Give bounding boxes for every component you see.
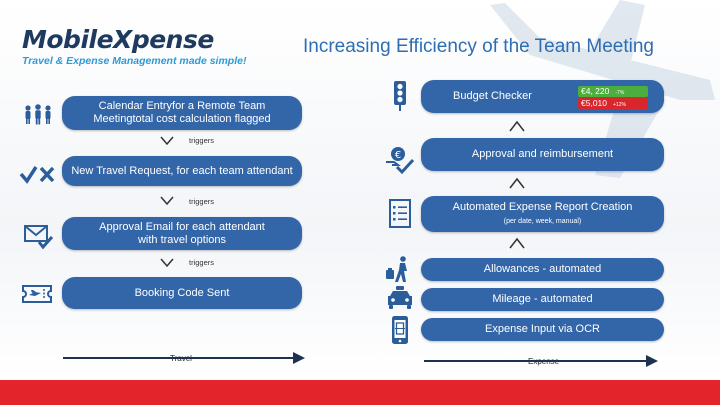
- footer-bar: [0, 380, 720, 405]
- brand-logo: MobileXpense Travel & Expense Management…: [22, 25, 247, 68]
- report-list-icon: [389, 199, 411, 228]
- euro-coin-check-icon: €: [386, 147, 415, 175]
- ticket-icon: [22, 285, 52, 303]
- chevron-down-icon: [160, 258, 174, 268]
- travel-step-new-request: New Travel Request, for each team attend…: [62, 156, 302, 186]
- travel-step-approval-email: Approval Email for each attendant with t…: [62, 217, 302, 250]
- budget-over-percent: +12%: [613, 102, 626, 108]
- triggers-label: triggers: [189, 197, 215, 206]
- expense-step-sublabel: (per date, week, manual): [503, 217, 582, 225]
- travel-step-booking-code: Booking Code Sent: [62, 277, 302, 309]
- svg-text:€: €: [395, 150, 401, 161]
- expense-step-label: Automated Expense Report Creation: [452, 200, 633, 213]
- people-icon: [25, 104, 51, 125]
- expense-step-label: Allowances - automated: [483, 263, 602, 275]
- travel-axis-line: [63, 357, 293, 359]
- expense-step-report-creation: Automated Expense Report Creation (per d…: [421, 196, 664, 232]
- chevron-up-icon: [509, 120, 525, 132]
- travel-step-label: Approval Email for each attendant with t…: [99, 220, 265, 246]
- check-cross-icon: [19, 166, 55, 184]
- email-check-icon: [24, 225, 54, 250]
- triggers-label: triggers: [189, 258, 215, 267]
- expense-step-label: Expense Input via OCR: [485, 323, 600, 335]
- expense-step-ocr-input: Expense Input via OCR: [421, 318, 664, 341]
- chevron-down-icon: [160, 196, 174, 206]
- arrow-right-icon: [646, 355, 658, 367]
- budget-over-value: €5,010: [581, 98, 607, 108]
- chevron-up-icon: [509, 237, 525, 249]
- expense-axis-line: [424, 360, 646, 362]
- budget-over-badge: €5,010 +12%: [578, 98, 648, 109]
- phone-scan-icon: [392, 316, 408, 344]
- page-title: Increasing Efficiency of the Team Meetin…: [303, 36, 654, 57]
- travel-step-calendar-entry: Calendar Entryfor a Remote Team Meetingt…: [62, 96, 302, 130]
- car-icon: [388, 286, 412, 309]
- budget-under-value: €4, 220: [581, 86, 610, 96]
- travel-step-label: Calendar Entryfor a Remote Team Meetingt…: [93, 100, 271, 125]
- travel-step-label: Booking Code Sent: [134, 286, 230, 299]
- brand-name: MobileXpense: [22, 25, 214, 54]
- traveler-icon: [386, 256, 407, 282]
- expense-step-approval-reimbursement: Approval and reimbursement: [421, 138, 664, 171]
- chevron-up-icon: [509, 177, 525, 189]
- triggers-label: triggers: [189, 136, 215, 145]
- brand-tagline: Travel & Expense Management made simple!: [22, 55, 247, 67]
- expense-step-label: Budget Checker: [453, 90, 532, 102]
- expense-step-allowances: Allowances - automated: [421, 258, 664, 281]
- arrow-right-icon: [293, 352, 305, 364]
- expense-step-label: Mileage - automated: [492, 293, 593, 305]
- expense-step-mileage: Mileage - automated: [421, 288, 664, 311]
- budget-under-badge: €4, 220 -7%: [578, 86, 648, 97]
- chevron-down-icon: [160, 136, 174, 146]
- travel-step-label: New Travel Request, for each team attend…: [71, 164, 293, 177]
- traffic-light-icon: [394, 81, 406, 111]
- budget-under-percent: -7%: [615, 90, 625, 96]
- expense-step-label: Approval and reimbursement: [471, 148, 614, 160]
